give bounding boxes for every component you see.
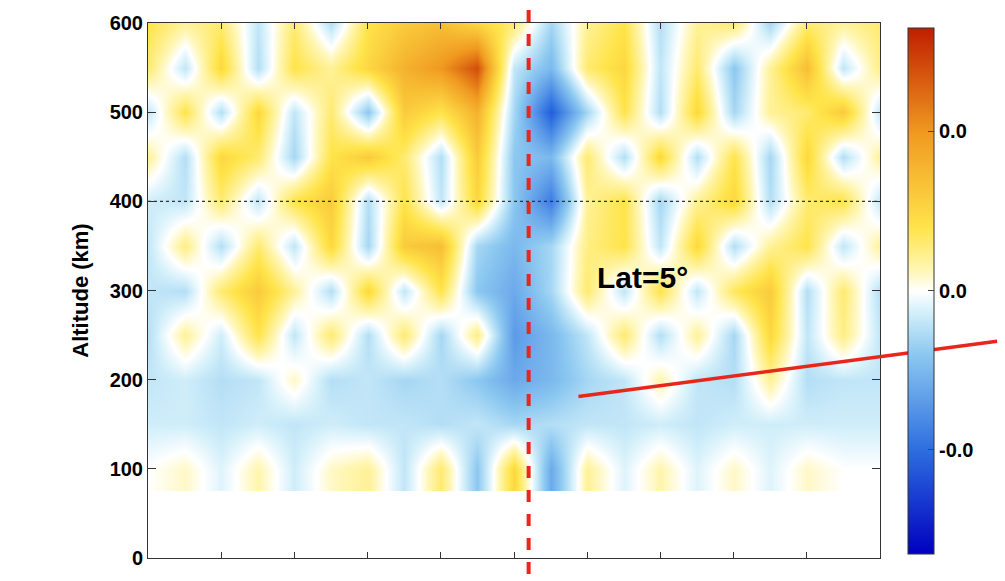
svg-text:100: 100 [110, 458, 143, 480]
svg-text:400: 400 [110, 190, 143, 212]
svg-text:200: 200 [110, 369, 143, 391]
svg-text:0.0: 0.0 [939, 120, 967, 142]
svg-text:Lat=5°: Lat=5° [597, 261, 688, 294]
svg-text:-0.0: -0.0 [939, 439, 973, 461]
svg-text:300: 300 [110, 280, 143, 302]
svg-text:500: 500 [110, 101, 143, 123]
svg-text:0: 0 [132, 547, 143, 569]
svg-text:0.0: 0.0 [939, 280, 967, 302]
svg-text:Altitude (km): Altitude (km) [68, 223, 93, 357]
svg-text:600: 600 [110, 12, 143, 34]
